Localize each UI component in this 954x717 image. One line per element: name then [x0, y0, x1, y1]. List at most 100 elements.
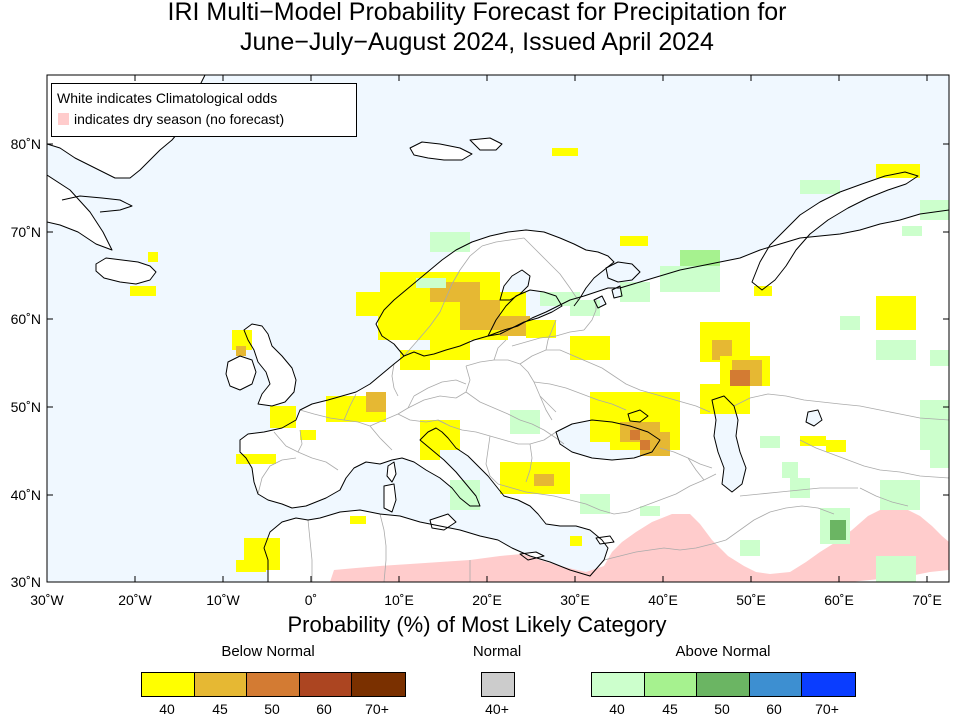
- below-normal-cell: [712, 340, 732, 360]
- dry-season-layer: [330, 508, 949, 582]
- below-normal-50-swatch: [247, 673, 300, 696]
- above-normal-45-swatch: [644, 673, 698, 696]
- above-normal-cell: [680, 250, 720, 266]
- great-britain-land: [244, 324, 296, 406]
- lon-tick-30e: 30˚E: [560, 592, 590, 608]
- white-sea: [606, 262, 640, 282]
- climatological-odds-note: White indicates Climatological odds: [57, 90, 278, 106]
- above-normal-cell: [640, 506, 660, 516]
- lat-tick-50n: 50˚N: [10, 399, 41, 415]
- above-normal-cell: [930, 438, 949, 468]
- above-normal-cell: [902, 226, 922, 236]
- below-normal-cell: [300, 430, 316, 440]
- above-normal-cell: [840, 316, 860, 330]
- above-normal-tick-70plus: 70+: [815, 701, 839, 717]
- below-normal-cell: [148, 252, 158, 262]
- dry-season-swatch: [58, 113, 69, 125]
- lat-tick-60n: 60˚N: [10, 311, 41, 327]
- map-frame: [46, 74, 950, 583]
- above-normal-cell: [430, 232, 470, 252]
- map-title-line-1: IRI Multi−Model Probability Forecast for…: [167, 0, 787, 26]
- lon-tick-20e: 20˚E: [472, 592, 502, 608]
- normal-label: Normal: [472, 643, 522, 660]
- lat-tick-40n: 40˚N: [10, 487, 41, 503]
- map-legend-box: White indicates Climatological odds indi…: [51, 83, 357, 137]
- below-normal-cell: [270, 406, 296, 428]
- above-normal-cell: [782, 462, 798, 478]
- below-normal-cell: [640, 440, 650, 450]
- coastline-layer: [47, 75, 949, 582]
- below-normal-cell: [350, 516, 366, 524]
- below-normal-cell: [440, 420, 450, 430]
- above-normal-cell: [760, 436, 780, 448]
- below-normal-cell: [700, 384, 750, 414]
- lat-tick-70n: 70˚N: [10, 224, 41, 240]
- below-normal-tick-60: 60: [316, 701, 332, 717]
- svalbard-land: [410, 142, 472, 160]
- above-normal-70plus-swatch: [802, 673, 855, 696]
- below-normal-cell: [420, 440, 440, 460]
- below-normal-70plus-swatch: [352, 673, 405, 696]
- above-normal-tick-50: 50: [714, 701, 730, 717]
- above-normal-label: Above Normal: [675, 643, 771, 660]
- below-normal-cell: [430, 340, 470, 360]
- lat-tick-80n: 80˚N: [10, 136, 41, 152]
- below-normal-cell: [800, 436, 826, 446]
- above-normal-colorbar: [591, 672, 856, 697]
- below-normal-cell: [570, 536, 582, 546]
- below-normal-cell: [570, 336, 610, 360]
- above-normal-60-swatch: [749, 673, 803, 696]
- below-normal-cell: [534, 474, 554, 486]
- below-normal-60-swatch: [299, 673, 353, 696]
- above-normal-50-swatch: [697, 673, 750, 696]
- below-normal-cell: [526, 320, 556, 338]
- above-normal-cell: [620, 282, 650, 302]
- colorbar-title: Probability (%) of Most Likely Category: [287, 612, 667, 637]
- above-normal-cell: [800, 180, 840, 194]
- below-normal-colorbar: [141, 672, 406, 697]
- below-normal-cell: [460, 300, 500, 330]
- above-normal-40-swatch: [592, 673, 645, 696]
- lon-tick-0: 0˚: [304, 592, 318, 608]
- above-normal-cell: [830, 520, 846, 540]
- forecast-cells-layer: [130, 148, 949, 582]
- below-normal-label: Below Normal: [221, 643, 315, 660]
- above-normal-cell: [880, 480, 920, 510]
- above-normal-tick-45: 45: [662, 701, 678, 717]
- lon-tick-10e: 10˚E: [384, 592, 414, 608]
- below-normal-cell: [620, 236, 648, 246]
- svalbard-east-land: [470, 138, 502, 150]
- below-normal-cell: [236, 346, 246, 356]
- below-normal-cell: [876, 164, 920, 178]
- lon-tick-70e: 70˚E: [912, 592, 942, 608]
- below-normal-cell: [400, 350, 430, 370]
- above-normal-cell: [876, 340, 916, 360]
- country-borders-layer: [257, 237, 949, 582]
- lon-tick-50e: 50˚E: [736, 592, 766, 608]
- above-normal-cell: [660, 266, 720, 292]
- above-normal-tick-60: 60: [766, 701, 782, 717]
- above-normal-cell: [876, 556, 916, 582]
- aral-sea: [806, 410, 822, 426]
- above-normal-cell: [570, 300, 600, 316]
- below-normal-cell: [130, 286, 156, 296]
- below-normal-cell: [876, 296, 916, 330]
- below-normal-tick-50: 50: [264, 701, 280, 717]
- dry-season-north-africa: [330, 508, 949, 582]
- above-normal-cell: [790, 478, 810, 498]
- lon-tick-20w: 20˚W: [118, 592, 152, 608]
- below-normal-cell: [826, 440, 846, 452]
- below-normal-cell: [236, 454, 276, 464]
- below-normal-45-swatch: [194, 673, 248, 696]
- below-normal-cell: [232, 330, 252, 350]
- above-normal-cell: [416, 278, 446, 288]
- lon-tick-60e: 60˚E: [824, 592, 854, 608]
- below-normal-40-swatch: [142, 673, 195, 696]
- greenland-south-land: [47, 175, 112, 250]
- below-normal-tick-40: 40: [159, 701, 175, 717]
- below-normal-tick-45: 45: [212, 701, 228, 717]
- dry-season-note: indicates dry season (no forecast): [74, 111, 285, 127]
- above-normal-cell: [930, 350, 949, 366]
- sardinia-land: [384, 484, 396, 512]
